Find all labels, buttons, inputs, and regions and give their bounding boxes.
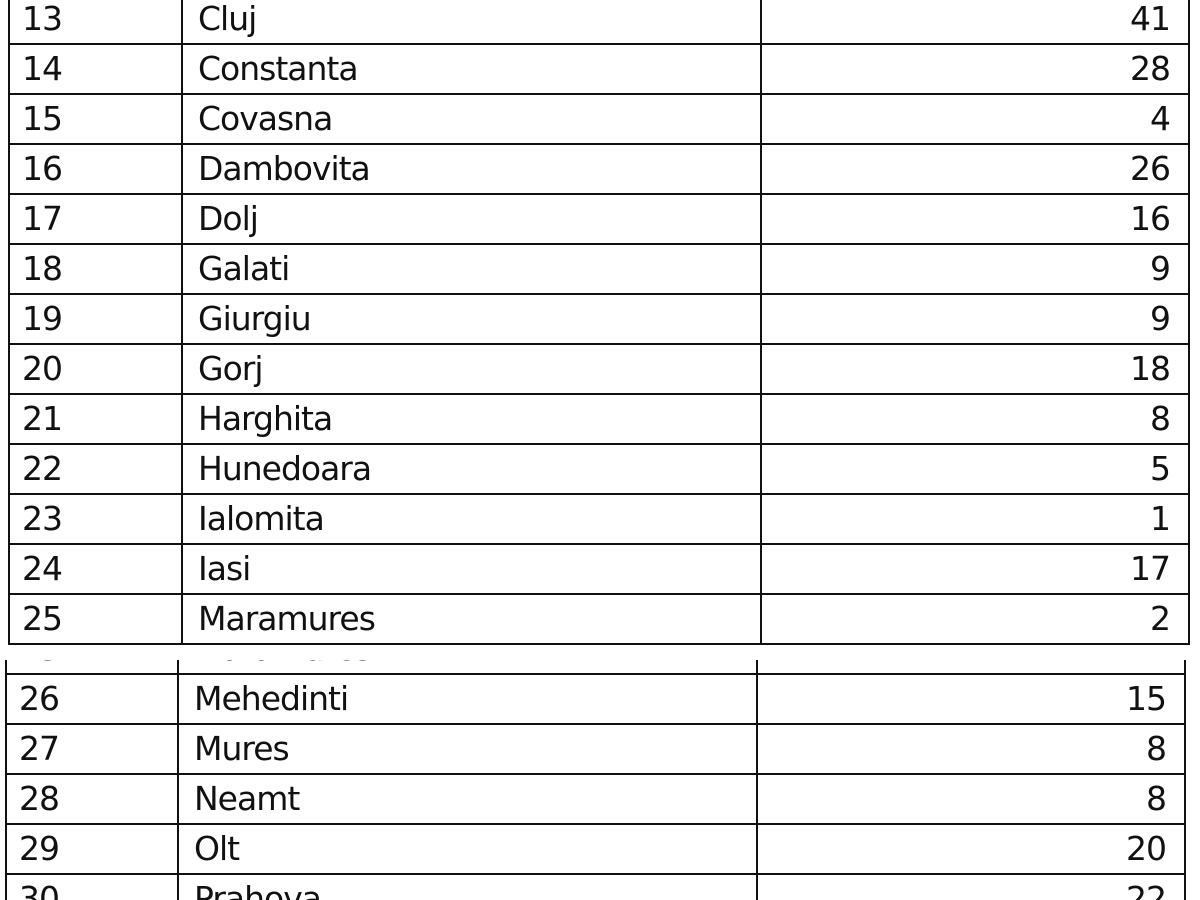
table-row: 22 Hunedoara 5 [8,443,1190,495]
count-value: 15 [756,673,1186,725]
county-name: Iasi [181,543,762,595]
table-row: 18 Galati 9 [8,243,1190,295]
table-row: 15 Covasna 4 [8,93,1190,145]
row-number: 28 [5,773,179,825]
table-row: 19 Giurgiu 9 [8,293,1190,345]
table-row: 28 Neamt 8 [5,773,1186,825]
count-value: 5 [760,443,1190,495]
count-value: 2 [760,593,1190,645]
county-name: Cluj [181,0,762,45]
county-name: Maramures [177,660,758,675]
row-number: 26 [5,673,179,725]
count-value: 8 [756,723,1186,775]
row-number: 25 [5,660,179,675]
county-table-top: 13 Cluj 41 14 Constanta 28 15 Covasna 4 16 Dambovi… [8,0,1190,645]
row-number: 17 [8,193,183,245]
row-number: 29 [5,823,179,875]
county-name: Prahova [177,873,758,900]
county-name: Hunedoara [181,443,762,495]
county-name: Ialomita [181,493,762,545]
count-value: 41 [760,0,1190,45]
count-value: 9 [760,293,1190,345]
count-value: 28 [760,43,1190,95]
table-section-bottom: 25Maramures226Mehedinti1527Mures828Neamt… [0,660,1200,900]
row-number: 30 [5,873,179,900]
row-number: 27 [5,723,179,775]
county-name: Covasna [181,93,762,145]
row-number: 19 [8,293,183,345]
row-number: 13 [8,0,183,45]
row-number: 21 [8,393,183,445]
table-row: 27 Mures 8 [5,723,1186,775]
row-number: 24 [8,543,183,595]
table-row: 14 Constanta 28 [8,43,1190,95]
count-value: 4 [760,93,1190,145]
table-row: 24 Iasi 17 [8,543,1190,595]
table-row: 26 Mehedinti 15 [5,673,1186,725]
county-table-bottom: 25Maramures226Mehedinti1527Mures828Neamt… [5,660,1186,900]
county-name: Mures [177,723,758,775]
row-number: 15 [8,93,183,145]
county-name: Mehedinti [177,673,758,725]
count-value: 17 [760,543,1190,595]
count-value: 8 [760,393,1190,445]
county-name: Galati [181,243,762,295]
count-value: 20 [756,823,1186,875]
table-row: 29 Olt 20 [5,823,1186,875]
count-value: 22 [756,873,1186,900]
row-number: 16 [8,143,183,195]
county-name: Constanta [181,43,762,95]
table-section-top: 13 Cluj 41 14 Constanta 28 15 Covasna 4 16 Dambovi… [8,0,1190,645]
table-row: 17 Dolj 16 [8,193,1190,245]
county-name: Harghita [181,393,762,445]
row-number: 23 [8,493,183,545]
row-number: 14 [8,43,183,95]
table-row: 30 Prahova 22 [5,873,1186,900]
county-name: Dambovita [181,143,762,195]
count-value: 16 [760,193,1190,245]
table-row: 13 Cluj 41 [8,0,1190,45]
row-number: 25 [8,593,183,645]
count-value: 8 [756,773,1186,825]
row-number: 22 [8,443,183,495]
count-value: 2 [756,660,1186,675]
county-name: Giurgiu [181,293,762,345]
table-row: 20 Gorj 18 [8,343,1190,395]
county-name: Neamt [177,773,758,825]
county-name: Dolj [181,193,762,245]
table-row: 21 Harghita 8 [8,393,1190,445]
county-name: Olt [177,823,758,875]
count-value: 1 [760,493,1190,545]
table-row: 16 Dambovita 26 [8,143,1190,195]
count-value: 26 [760,143,1190,195]
row-number: 18 [8,243,183,295]
row-number: 20 [8,343,183,395]
count-value: 18 [760,343,1190,395]
county-name: Maramures [181,593,762,645]
county-name: Gorj [181,343,762,395]
count-value: 9 [760,243,1190,295]
table-row: 23 Ialomita 1 [8,493,1190,545]
